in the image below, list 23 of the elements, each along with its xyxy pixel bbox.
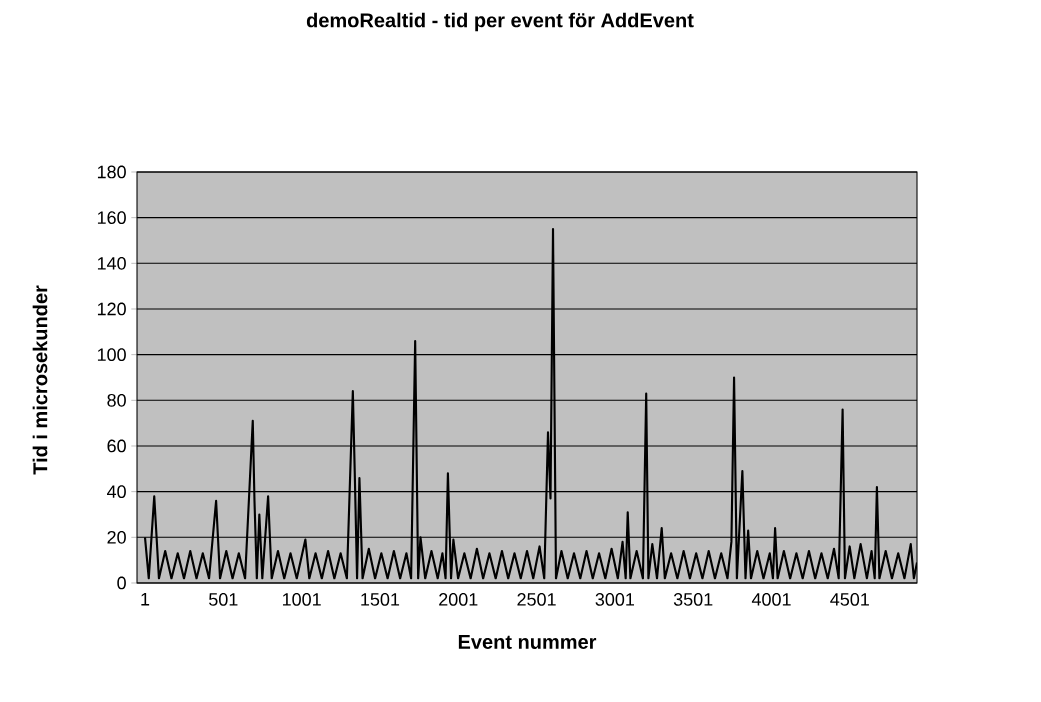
x-tick-label: 1001 [282,593,321,606]
y-tick-label: 80 [107,393,126,407]
x-tick-label: 3001 [595,593,635,606]
x-tick-label: 2501 [517,593,556,606]
y-tick-label: 40 [107,485,126,499]
x-tick-label: 2001 [439,593,478,606]
y-tick-label: 140 [97,256,126,270]
x-tick-label: 1 [141,593,150,606]
x-tick-label: 4001 [751,593,791,606]
x-tick-label: 3501 [673,593,713,606]
x-tick-label: 1501 [361,593,400,606]
y-tick-label: 180 [97,165,126,179]
y-tick-label: 160 [97,211,126,225]
y-axis-title: Tid i microsekunder [32,285,48,475]
y-tick-label: 100 [97,348,126,362]
y-tick-label: 20 [107,530,126,544]
x-axis-title: Event nummer [458,635,597,649]
x-tick-label: 501 [209,593,238,606]
y-tick-label: 120 [97,302,126,316]
y-tick-label: 0 [117,576,126,590]
x-tick-label: 4501 [830,593,869,606]
y-tick-label: 60 [107,439,126,453]
chart-title: demoRealtid - tid per event för AddEvent [306,12,694,32]
